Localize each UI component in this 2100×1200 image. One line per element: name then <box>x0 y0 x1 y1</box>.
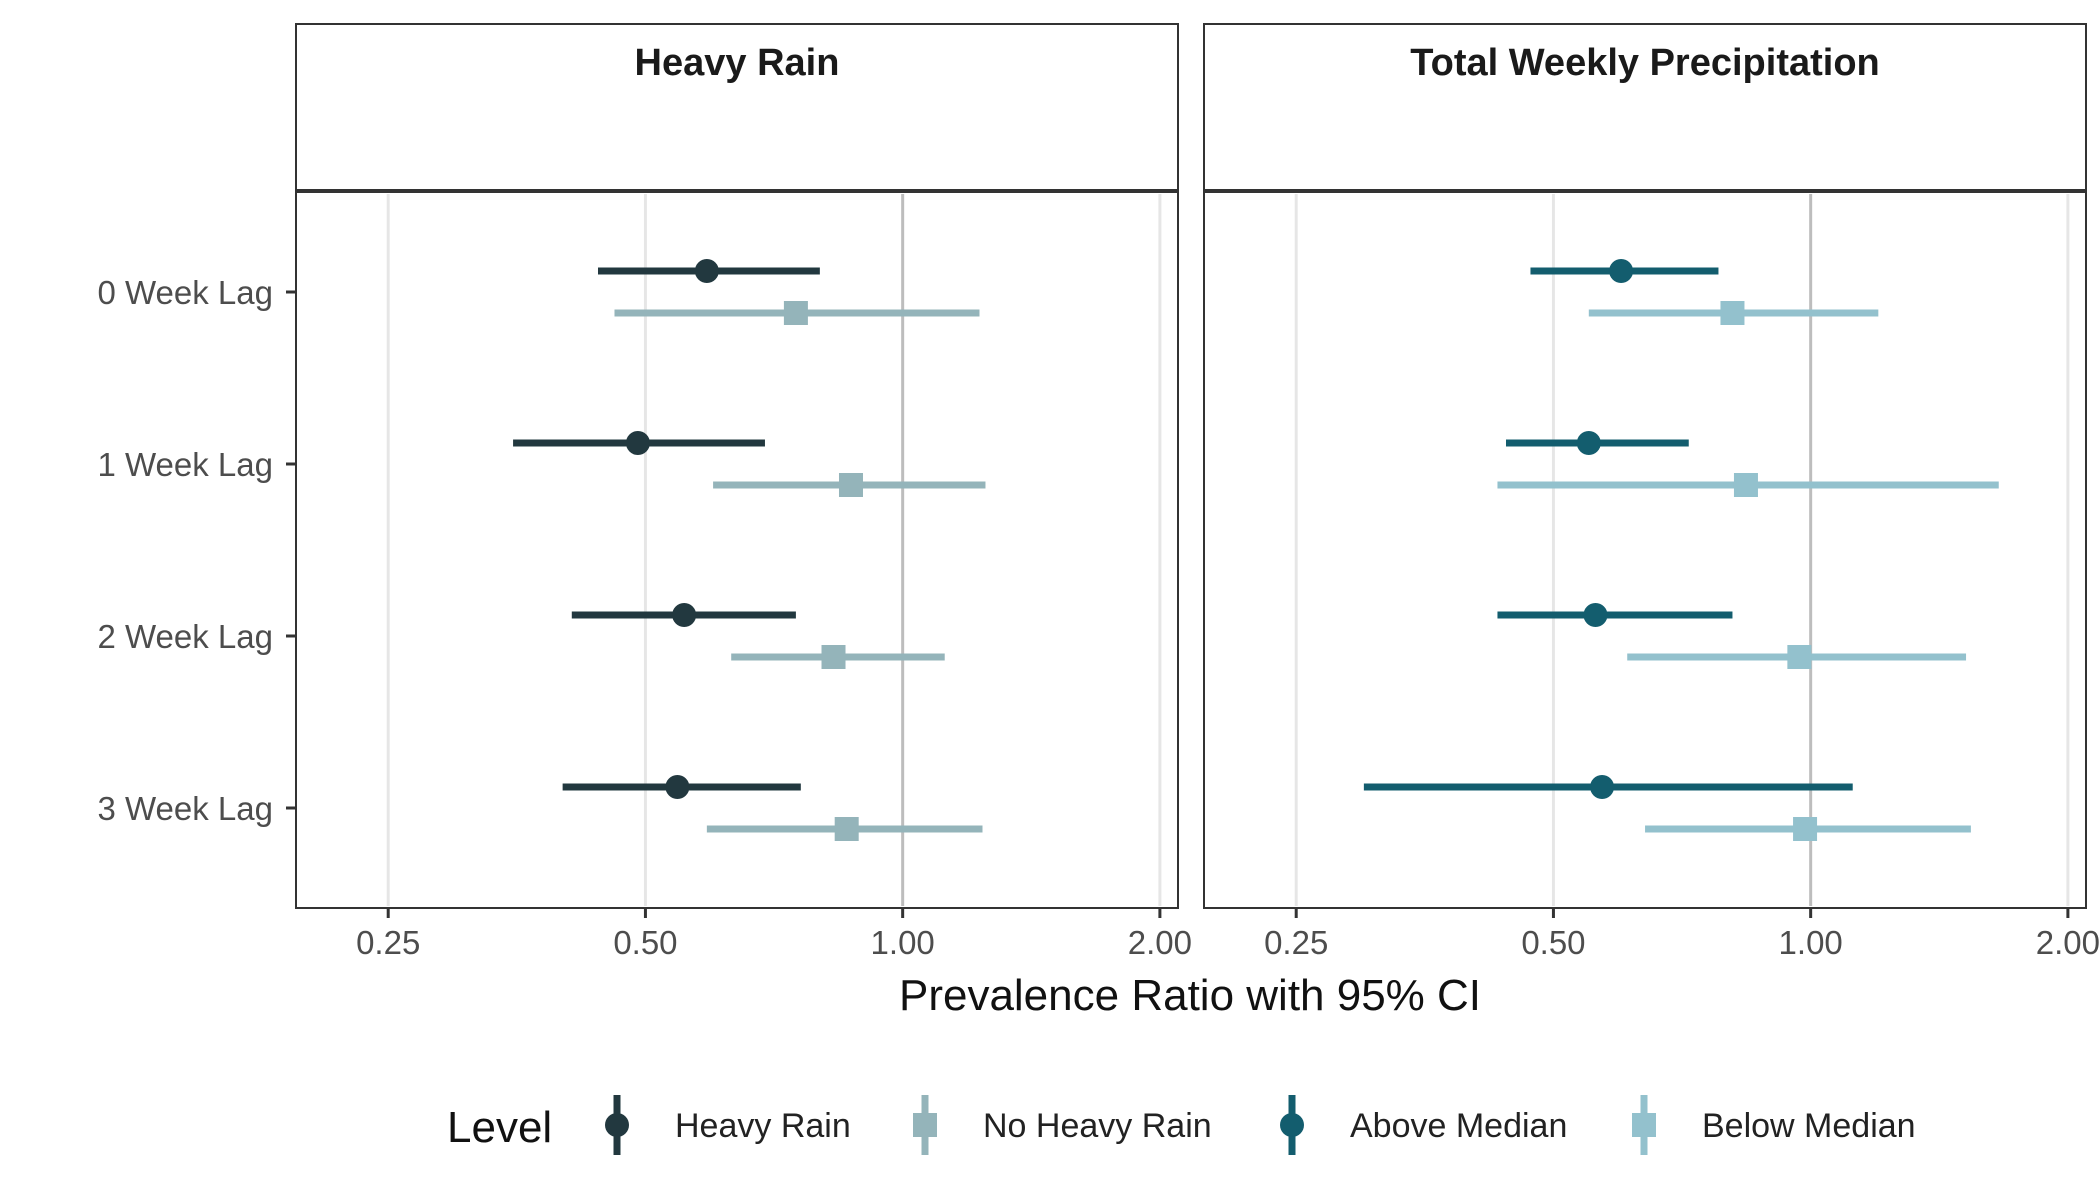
point-estimate <box>1720 301 1745 325</box>
panel-title: Total Weekly Precipitation <box>1410 42 1880 84</box>
point-estimate <box>672 603 697 627</box>
legend-title: Level <box>447 1103 552 1152</box>
legend-item-below: Below Median <box>1632 1095 1916 1155</box>
panel-border <box>1203 191 2087 909</box>
legend-label: Above Median <box>1350 1107 1567 1145</box>
legend: Level Heavy Rain No Heavy Rain Above Media… <box>447 1095 1916 1155</box>
point-estimate <box>1609 259 1634 283</box>
legend-label: Below Median <box>1702 1107 1916 1145</box>
series-below <box>1497 301 1999 841</box>
legend-item-noheavy: No Heavy Rain <box>913 1095 1212 1155</box>
x-tick-label: 0.25 <box>1264 924 1328 961</box>
point-estimate <box>665 775 690 799</box>
panel-strip <box>1203 23 2087 191</box>
point-estimate <box>694 259 719 283</box>
point-estimate <box>834 817 859 841</box>
y-tick-label: 3 Week Lag <box>97 790 273 827</box>
panel-plot-area <box>1203 191 2087 909</box>
x-axis-title: Prevalence Ratio with 95% CI <box>899 971 1481 1020</box>
x-tick-label: 1.00 <box>871 924 935 961</box>
point-estimate <box>1576 431 1601 455</box>
point-estimate <box>1583 603 1608 627</box>
point-estimate <box>821 645 846 669</box>
y-tick-label: 1 Week Lag <box>97 446 273 483</box>
legend-item-heavy: Heavy Rain <box>605 1095 851 1155</box>
legend-key-point <box>605 1113 629 1137</box>
panel-0: Heavy Rain 0.25 0.50 1.00 2.00 <box>295 23 1192 961</box>
panel-border <box>295 191 1179 909</box>
x-tick-label: 2.00 <box>2036 924 2100 961</box>
x-tick-label: 1.00 <box>1779 924 1843 961</box>
y-axis: 0 Week Lag 1 Week Lag 2 Week Lag 3 Week Lag <box>97 274 296 827</box>
series-above <box>1363 259 1853 799</box>
y-tick-label: 0 Week Lag <box>97 274 273 311</box>
panel-plot-area <box>295 191 1179 909</box>
x-tick-label: 2.00 <box>1128 924 1192 961</box>
series-noheavy <box>614 301 986 841</box>
legend-key-point <box>913 1113 937 1137</box>
panel-1: Total Weekly Precipitation 0.25 0.50 1.00 2.… <box>1203 23 2100 961</box>
panel-title: Heavy Rain <box>635 42 840 84</box>
legend-item-above: Above Median <box>1280 1095 1567 1155</box>
point-estimate <box>1793 817 1818 841</box>
point-estimate <box>838 473 863 497</box>
y-tick-label: 2 Week Lag <box>97 618 273 655</box>
legend-label: Heavy Rain <box>675 1107 851 1145</box>
legend-label: No Heavy Rain <box>983 1107 1212 1145</box>
legend-key-point <box>1632 1113 1656 1137</box>
point-estimate <box>783 301 808 325</box>
point-estimate <box>625 431 650 455</box>
point-estimate <box>1787 645 1812 669</box>
x-tick-label: 0.50 <box>613 924 677 961</box>
point-estimate <box>1590 775 1615 799</box>
x-tick-label: 0.50 <box>1521 924 1585 961</box>
panel-strip <box>295 23 1179 191</box>
point-estimate <box>1733 473 1758 497</box>
x-tick-label: 0.25 <box>356 924 420 961</box>
series-heavy <box>513 259 820 799</box>
legend-key-point <box>1280 1113 1304 1137</box>
